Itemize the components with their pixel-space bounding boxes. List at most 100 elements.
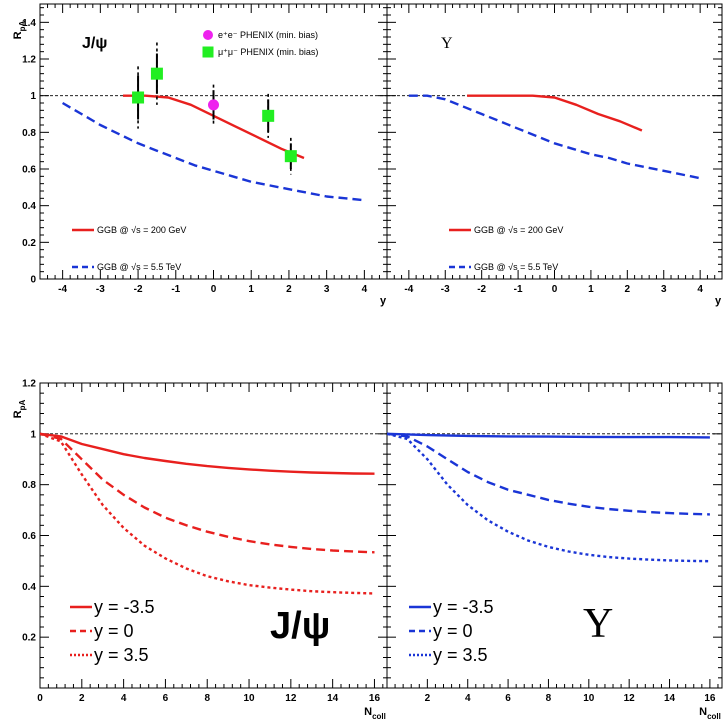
x-tick-label: 6 [505,693,511,704]
y-axis-title: RpA [12,20,27,39]
plot-area [40,432,375,595]
x-tick-label: -2 [134,284,143,295]
series-line-1 [408,94,701,180]
data-marker-square [262,109,275,122]
x-tick-label: 10 [243,693,255,704]
y-tick-label: 0.2 [22,633,36,644]
y-tick-label: 1.2 [22,55,36,66]
series-line-2 [40,432,375,595]
y-axis-title-main: R [12,31,24,39]
x-axis-title-main: N [364,706,372,718]
y-tick-label: 0.4 [22,582,36,593]
y-tick-label: 0.2 [22,238,36,249]
x-axis-title: Ncoll [699,706,721,721]
series-line-1 [40,432,375,554]
panel-big-label: Υ [583,601,613,647]
legend-label: GGB @ √s = 5.5 TeV [97,262,181,272]
legend-marker-circle [203,30,213,40]
legend-label: GGB @ √s = 200 GeV [97,225,186,235]
x-tick-label: 2 [625,284,631,295]
series-line-2 [387,432,710,563]
x-tick-label: 3 [324,284,330,295]
x-axis-title-sub: coll [707,712,721,721]
series-line-0 [40,432,375,475]
x-tick-label: -1 [171,284,180,295]
x-tick-label: 0 [211,284,217,295]
x-tick-label: 8 [204,693,210,704]
series-line-0 [467,94,643,132]
x-tick-label: 16 [369,693,381,704]
plot-area [61,42,365,202]
legend-label: y = -3.5 [433,597,494,617]
x-tick-label: 2 [79,693,85,704]
x-tick-label: 1 [588,284,594,295]
panel-big-label: J/ψ [270,605,330,647]
y-tick-label: 0.4 [22,201,36,212]
x-tick-label: 4 [697,284,703,295]
y-tick-label: 1 [30,91,36,102]
x-axis-title: Ncoll [364,706,386,721]
legend-marker-label: e⁺e⁻ PHENIX (min. bias) [218,30,318,40]
y-axis-title-sub: pA [18,399,27,410]
plot-area [387,432,710,563]
legend-label: y = 3.5 [433,645,488,665]
y-tick-label: 0 [30,275,36,286]
legend-marker-square [202,46,214,58]
panel-label: Υ [441,35,453,52]
x-tick-label: 0 [37,693,43,704]
x-tick-label: 8 [546,693,552,704]
x-axis-title: y [380,295,387,307]
series-line-0 [387,432,710,439]
series-line-1 [61,101,365,202]
x-tick-label: 2 [425,693,431,704]
x-tick-label: 4 [121,693,127,704]
data-marker-circle [208,99,219,111]
legend-label: y = -3.5 [94,597,155,617]
legend-label: GGB @ √s = 200 GeV [474,225,563,235]
x-tick-label: 2 [286,284,292,295]
y-tick-label: 1 [30,429,36,440]
legend-marker-label: μ⁺μ⁻ PHENIX (min. bias) [218,47,318,57]
y-axis-title: RpA [12,399,27,418]
y-tick-label: 0.6 [22,531,36,542]
x-axis-title-main: N [699,706,707,718]
x-tick-label: -4 [404,284,413,295]
plot-area [408,94,701,180]
x-tick-label: 12 [624,693,636,704]
x-tick-label: 3 [661,284,667,295]
y-tick-label: 0.6 [22,165,36,176]
y-tick-label: 0.8 [22,128,36,139]
x-tick-label: -2 [477,284,486,295]
plot-frame [386,382,723,689]
data-marker-square [284,150,297,163]
legend-label: y = 3.5 [94,645,149,665]
y-tick-label: 1.4 [22,18,36,29]
x-tick-label: 12 [285,693,297,704]
legend-label: GGB @ √s = 5.5 TeV [474,262,558,272]
x-tick-label: -1 [514,284,523,295]
plot-frame [386,3,723,280]
x-axis-title: y [715,295,722,307]
y-tick-label: 0.8 [22,480,36,491]
x-tick-label: 14 [664,693,676,704]
plot-panel-bottom-left: 0 2 4 6 8 10 12 14 16 0.2 0.4 0.6 0.8 1 1.2 Ncoll RpA J/ψ… [12,379,388,721]
x-tick-label: 14 [327,693,339,704]
plot-panel-bottom-right: 2 4 6 8 10 12 14 16 Ncoll Υy = -3.5 y = 0 y = 3.5 [386,382,723,721]
plot-panel-top-right: -4 -3 -2 -1 0 1 2 3 4 y Υ GGB @ √s = 200 GeV GGB @ √… [386,3,723,307]
legend-label: y = 0 [94,621,134,641]
y-axis-title-main: R [12,410,24,418]
legend-label: y = 0 [433,621,473,641]
x-tick-label: 10 [583,693,595,704]
x-tick-label: 1 [248,284,254,295]
data-marker-square [132,91,145,104]
plot-panel-top-left: -4 -3 -2 -1 0 1 2 3 4 0 0.2 0.4 0.6 0.8 1 1.2 1.4 y RpA J/ψ… [12,3,388,307]
x-tick-label: -4 [58,284,67,295]
y-axis-title-sub: pA [18,20,27,31]
data-marker-square [150,67,163,80]
x-axis-title-sub: coll [372,712,386,721]
x-tick-label: 4 [465,693,471,704]
x-tick-label: -3 [441,284,450,295]
series-line-1 [387,432,710,516]
y-tick-label: 1.2 [22,379,36,390]
